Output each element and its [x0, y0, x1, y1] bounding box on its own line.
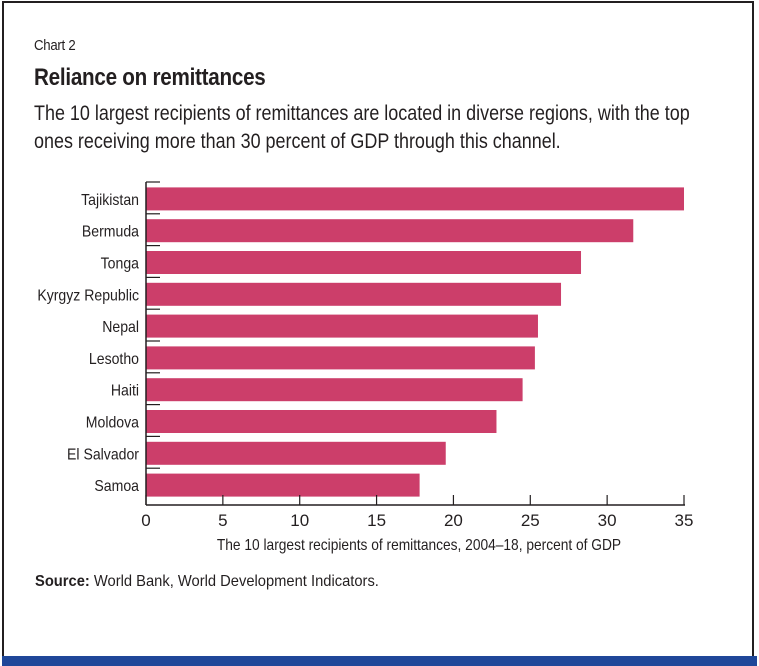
category-label: El Salvador [67, 445, 139, 463]
x-tick-label: 5 [218, 511, 227, 530]
x-axis-title: The 10 largest recipients of remittances… [217, 536, 621, 554]
bar-lesotho [146, 346, 535, 370]
x-axis-ticks: 0 5 10 15 20 25 30 35 [141, 495, 693, 530]
bar-moldova [146, 410, 497, 433]
category-label: Lesotho [89, 350, 139, 368]
bar-samoa [146, 473, 420, 497]
category-labels: Tajikistan Bermuda Tonga Kyrgyz Republic Nep… [37, 191, 139, 495]
x-tick-label: 0 [141, 511, 150, 530]
bar-tajikistan [146, 187, 684, 211]
source-label: Source: [35, 573, 90, 590]
source-note: Source: World Bank, World Development In… [35, 573, 379, 591]
category-label: Moldova [86, 414, 140, 432]
category-label: Haiti [111, 382, 139, 400]
y-axis-ticks [146, 181, 160, 469]
category-label: Kyrgyz Republic [37, 286, 139, 304]
category-label: Nepal [102, 318, 139, 336]
category-label: Tajikistan [81, 191, 139, 209]
category-label: Tonga [101, 255, 140, 273]
bar-bermuda [146, 219, 634, 243]
x-tick-label: 15 [367, 511, 386, 530]
category-label: Samoa [94, 477, 139, 495]
x-tick-label: 20 [444, 511, 463, 530]
chart-title: Reliance on remittances [34, 64, 266, 91]
x-tick-label: 30 [598, 511, 617, 530]
bar-nepal [146, 314, 538, 338]
bottom-band [2, 656, 757, 666]
bar-el-salvador [146, 441, 446, 465]
chart-subtitle: The 10 largest recipients of remittances… [34, 102, 690, 153]
x-tick-label: 35 [675, 511, 694, 530]
category-label: Bermuda [82, 223, 140, 241]
source-text: World Bank, World Development Indicators… [93, 573, 379, 590]
bars-group [146, 187, 684, 497]
bar-tonga [146, 251, 582, 274]
chart-number-label: Chart 2 [34, 37, 76, 54]
bar-haiti [146, 378, 523, 402]
x-tick-label: 25 [521, 511, 540, 530]
bar-kyrgyz-republic [146, 282, 562, 306]
x-tick-label: 10 [290, 511, 309, 530]
